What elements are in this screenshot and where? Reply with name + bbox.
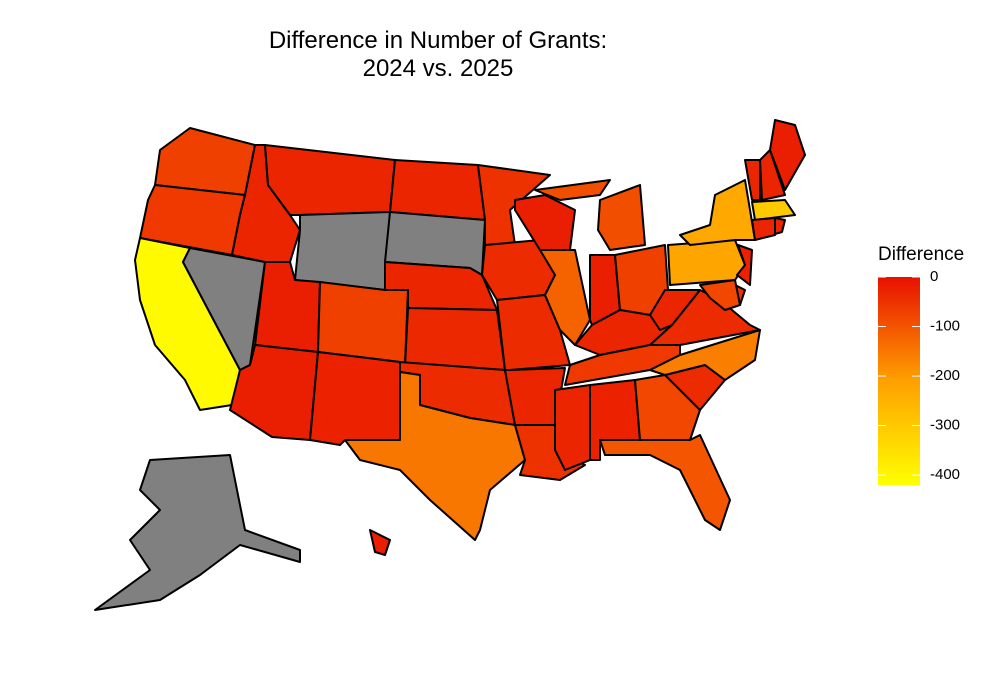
region (154, 127, 256, 196)
region (759, 149, 786, 201)
region (294, 211, 391, 291)
region (634, 374, 701, 441)
chart-title: Difference in Number of Grants: 2024 vs. … (269, 27, 607, 82)
region (667, 239, 746, 286)
colorbar-tick-label: -200 (930, 367, 960, 384)
region (564, 339, 681, 386)
legend: 0 -100 -200 -300 -400 (878, 268, 960, 485)
region (344, 371, 526, 541)
region (649, 329, 761, 381)
region (317, 281, 409, 366)
region (751, 199, 796, 221)
region (699, 279, 741, 311)
region (769, 119, 806, 191)
region (94, 454, 301, 611)
colorbar-tick-label: -400 (930, 466, 960, 483)
region (736, 244, 753, 286)
colorbar-tick-label: 0 (930, 268, 938, 285)
region (264, 144, 396, 216)
region (751, 217, 776, 241)
region (534, 179, 611, 201)
region (599, 434, 731, 531)
region (679, 179, 756, 246)
region (649, 289, 701, 331)
region (309, 351, 401, 446)
map (94, 119, 806, 611)
colorbar-tick-label: -100 (930, 317, 960, 334)
colorbar-tick-label: -300 (930, 417, 960, 434)
legend-title: Difference (878, 244, 964, 265)
region (744, 159, 761, 201)
region (597, 184, 646, 251)
region (404, 307, 506, 371)
region (774, 217, 786, 235)
region (369, 529, 391, 556)
colorbar (878, 277, 920, 485)
region (539, 249, 591, 346)
region (389, 159, 486, 221)
region (554, 384, 591, 471)
